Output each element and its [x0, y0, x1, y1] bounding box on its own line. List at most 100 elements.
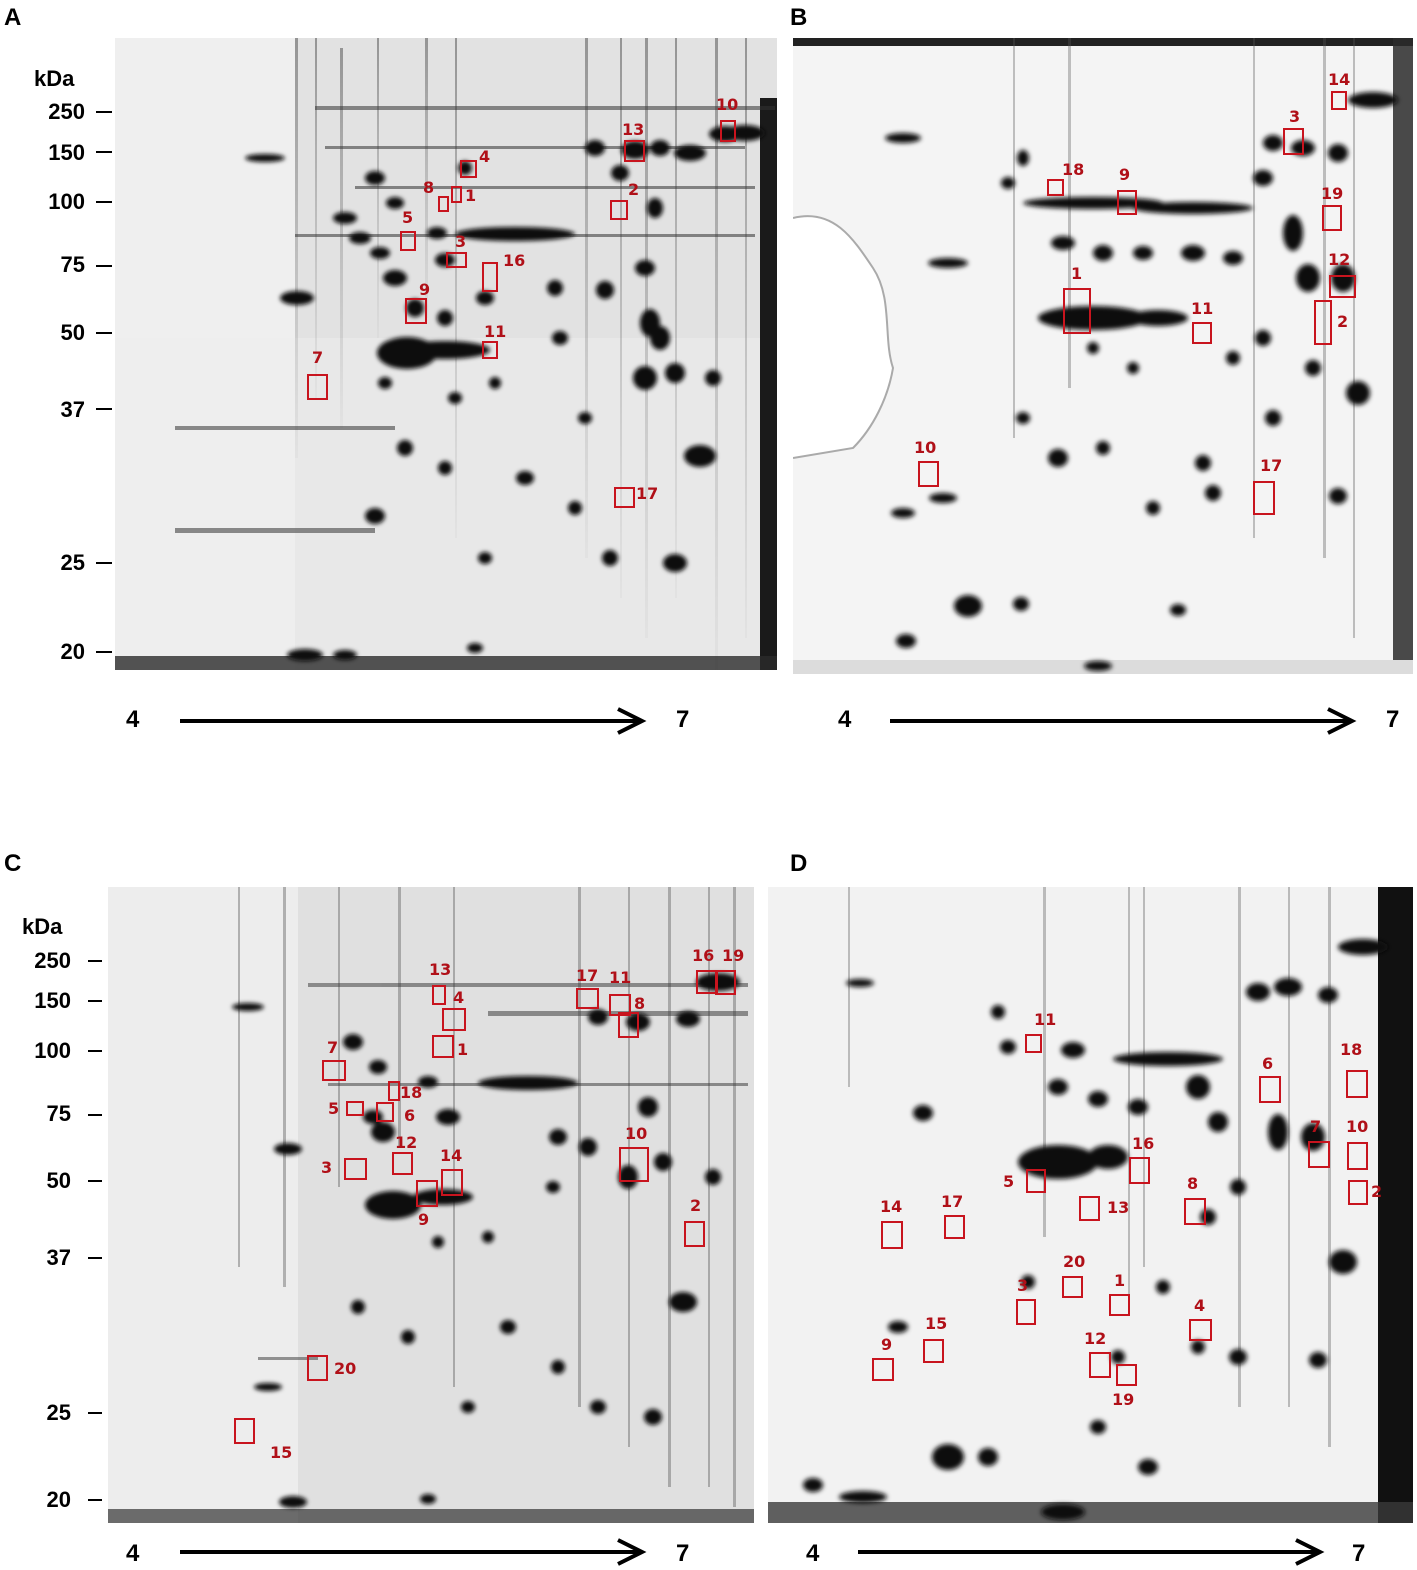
spot-box	[923, 1339, 944, 1363]
spot-box	[576, 988, 599, 1009]
spot-label: 12	[1328, 250, 1351, 269]
spot-label: 14	[880, 1197, 903, 1216]
spot-label: 2	[1371, 1182, 1383, 1201]
spot-label: 6	[1262, 1054, 1274, 1073]
spot-box	[944, 1215, 965, 1239]
spot-label: 20	[334, 1359, 357, 1378]
spot-box	[1026, 1169, 1046, 1193]
mw-label: 25	[46, 1400, 71, 1425]
spot-label: 7	[1310, 1117, 1322, 1136]
ph-high-label: 7	[1352, 1540, 1366, 1567]
spot-box	[696, 970, 718, 994]
spot-label: 18	[400, 1083, 423, 1102]
mw-tick	[88, 1180, 102, 1182]
kda-label-a: kDa	[34, 66, 75, 91]
ph-high-label: 7	[1386, 706, 1400, 733]
gel-image-b	[793, 38, 1413, 674]
spot-label: 9	[419, 280, 431, 299]
mw-label: 25	[60, 550, 85, 575]
spot-label: 10	[716, 95, 739, 114]
spot-label: 17	[941, 1192, 964, 1211]
spot-box	[1348, 1180, 1368, 1205]
mw-tick	[96, 408, 112, 410]
spot-label: 15	[270, 1443, 293, 1462]
spot-box	[441, 1169, 463, 1196]
spot-label: 1	[1071, 264, 1083, 283]
spot-box	[1314, 300, 1332, 345]
mw-tick	[96, 651, 112, 653]
spot-label: 19	[722, 946, 745, 965]
spot-box	[1079, 1196, 1100, 1221]
spot-label: 2	[690, 1196, 702, 1215]
spot-box	[482, 341, 498, 359]
mw-tick	[96, 265, 112, 267]
ph-low-label: 4	[126, 1540, 140, 1567]
panel-letter-c: C	[4, 850, 22, 877]
spot-label: 13	[429, 960, 452, 979]
spot-box	[618, 1012, 639, 1038]
spot-label: 6	[404, 1106, 416, 1125]
mw-tick	[96, 151, 112, 153]
spot-label: 3	[1289, 107, 1301, 126]
mw-label: 100	[34, 1038, 71, 1063]
mw-tick	[96, 562, 112, 564]
mw-label: 20	[46, 1487, 71, 1512]
panel-letter-b: B	[790, 4, 808, 31]
ph-low-label: 4	[126, 706, 140, 733]
spot-label: 19	[1321, 184, 1344, 203]
spot-label: 17	[1260, 456, 1283, 475]
mw-tick	[88, 1000, 102, 1002]
spot-box	[1062, 1276, 1083, 1298]
spot-label: 17	[636, 484, 659, 503]
mw-tick	[88, 1050, 102, 1052]
spot-box	[918, 461, 939, 487]
mw-label: 50	[46, 1168, 71, 1193]
spot-label: 16	[503, 251, 526, 270]
mw-label: 75	[46, 1101, 71, 1126]
spot-box	[1331, 91, 1347, 110]
spot-box	[460, 160, 477, 178]
mw-tick	[96, 201, 112, 203]
spot-box	[322, 1060, 346, 1081]
mw-label: 250	[34, 948, 71, 973]
spot-box	[872, 1358, 894, 1381]
spot-label: 15	[925, 1314, 948, 1333]
spot-label: 11	[1191, 299, 1214, 318]
spot-box	[1116, 1364, 1137, 1386]
spot-label: 1	[1114, 1271, 1126, 1290]
ph-high-label: 7	[676, 706, 690, 733]
spot-label: 16	[1132, 1134, 1155, 1153]
spot-label: 4	[479, 147, 491, 166]
spot-box	[1259, 1076, 1281, 1103]
mw-label: 37	[46, 1245, 71, 1270]
spot-box	[1089, 1352, 1111, 1378]
spot-label: 13	[1107, 1198, 1130, 1217]
spot-box	[451, 186, 462, 203]
mw-tick	[88, 1257, 102, 1259]
spot-label: 1	[457, 1040, 469, 1059]
spot-box	[432, 985, 446, 1005]
spot-box	[715, 970, 736, 995]
spot-label: 7	[312, 348, 324, 367]
spot-box	[1347, 1142, 1368, 1170]
spot-box	[482, 262, 498, 292]
spot-label: 8	[423, 178, 435, 197]
ph-low-label: 4	[806, 1540, 820, 1567]
spot-label: 11	[609, 968, 632, 987]
spot-box	[1117, 190, 1137, 215]
spot-label: 8	[634, 994, 646, 1013]
mw-label: 150	[48, 140, 85, 165]
spot-label: 12	[395, 1133, 418, 1152]
spot-box	[307, 1355, 328, 1381]
mw-label: 20	[60, 639, 85, 664]
mw-label: 75	[60, 252, 85, 277]
spot-box	[614, 487, 635, 508]
spot-label: 10	[625, 1124, 648, 1143]
ph-gradient-arrow	[890, 707, 1357, 735]
spot-box	[1192, 322, 1212, 344]
spot-box	[1025, 1034, 1042, 1053]
spot-label: 9	[418, 1210, 430, 1229]
spot-box	[610, 200, 628, 220]
spot-box	[1329, 275, 1356, 298]
spot-box	[1109, 1294, 1130, 1316]
